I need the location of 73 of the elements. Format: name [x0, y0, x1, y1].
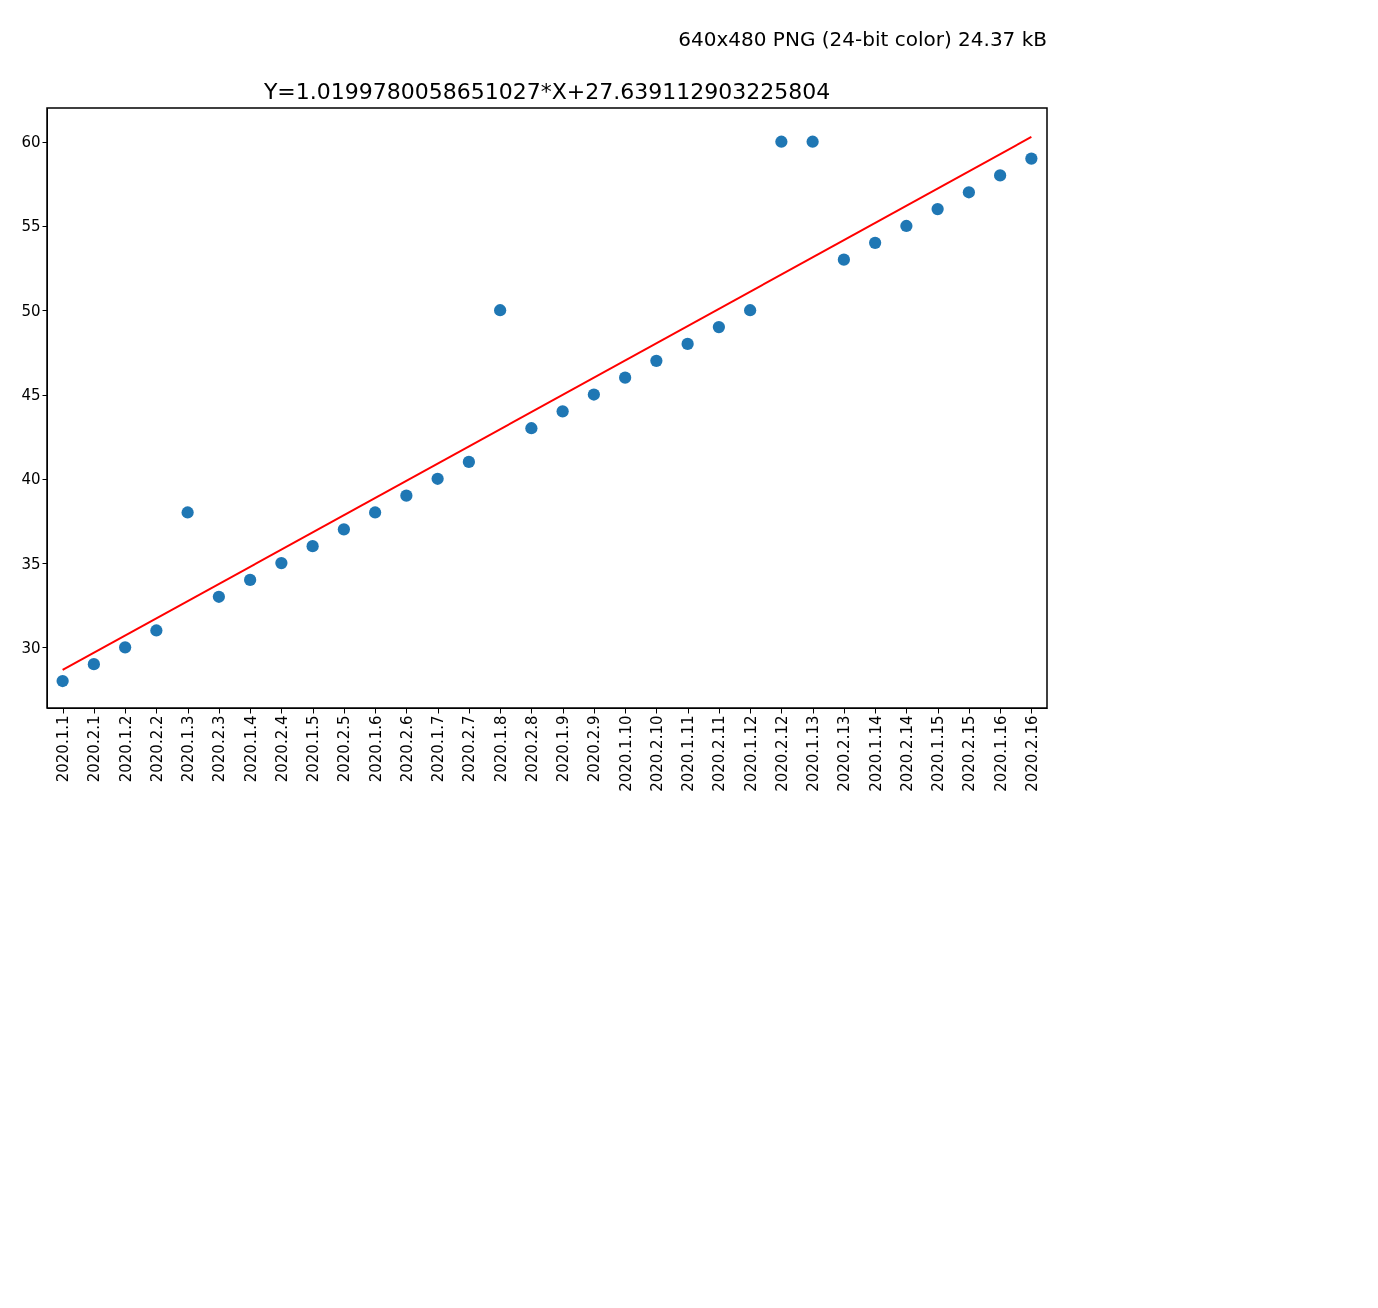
x-tick-label: 2020.2.3 [210, 715, 229, 783]
x-tick-label: 2020.1.7 [429, 715, 448, 783]
x-tick-label: 2020.2.4 [272, 715, 291, 783]
point [525, 422, 538, 435]
point [619, 371, 632, 384]
x-tick-label: 2020.2.9 [585, 715, 604, 783]
point [994, 169, 1007, 182]
point [244, 573, 257, 587]
point [87, 658, 100, 671]
x-tick-label: 2020.1.2 [116, 715, 135, 783]
point [431, 472, 444, 485]
y-tick-label: 45 [21, 386, 41, 405]
point [931, 203, 944, 216]
point [462, 455, 475, 469]
y-tick-label: 40 [21, 470, 41, 489]
point [56, 674, 69, 688]
point [775, 135, 788, 148]
point [587, 388, 600, 401]
x-tick-label: 2020.2.13 [835, 715, 854, 792]
x-tick-label: 2020.2.6 [397, 715, 416, 783]
x-tick-label: 2020.2.1 [85, 715, 104, 783]
point [119, 641, 132, 654]
point [337, 523, 350, 536]
x-tick-label: 2020.1.15 [929, 715, 948, 792]
x-tick-label: 2020.1.8 [491, 715, 510, 783]
x-tick-label: 2020.1.13 [804, 715, 823, 792]
point [681, 337, 694, 351]
text: 640x480 PNG (24-bit color) 24.37 kB [678, 27, 1047, 51]
x-tick-label: 2020.1.4 [241, 715, 260, 783]
x-tick-label: 2020.2.11 [710, 715, 729, 792]
x-tick-label: 2020.2.7 [460, 715, 479, 783]
x-tick-label: 2020.1.3 [179, 715, 198, 783]
point [212, 590, 225, 603]
point [712, 320, 725, 334]
y-tick-label: 30 [21, 638, 41, 657]
point [306, 540, 319, 553]
point [962, 186, 975, 199]
x-tick-label: 2020.2.8 [522, 715, 541, 783]
x-tick-label: 2020.2.2 [147, 715, 166, 783]
x-tick-label: 2020.2.12 [772, 715, 791, 792]
y-tick-label: 35 [21, 554, 41, 573]
point [837, 253, 850, 266]
x-tick-label: 2020.1.6 [366, 715, 385, 783]
x-tick-label: 2020.1.9 [554, 715, 573, 783]
point [181, 506, 194, 519]
point [369, 506, 382, 519]
x-tick-label: 2020.1.1 [54, 715, 73, 783]
point [744, 304, 757, 317]
x-tick-label: 2020.2.10 [647, 715, 666, 792]
point [400, 489, 413, 502]
point [900, 219, 913, 233]
x-tick-label: 2020.1.14 [866, 715, 885, 792]
x-tick-label: 2020.2.5 [335, 715, 354, 783]
y-tick-label: 60 [21, 133, 41, 152]
point [1025, 152, 1038, 165]
y-tick-label: 50 [21, 301, 41, 320]
x-tick-label: 2020.2.15 [960, 715, 979, 792]
x-tick-label: 2020.1.5 [304, 715, 323, 783]
point [650, 354, 663, 367]
x-tick-label: 2020.1.12 [741, 715, 760, 792]
point [806, 135, 819, 148]
point [869, 236, 882, 249]
point [556, 405, 569, 418]
point [494, 304, 507, 317]
x-tick-label: 2020.2.14 [897, 715, 916, 792]
x-tick-label: 2020.1.10 [616, 715, 635, 792]
point [150, 624, 163, 637]
x-tick-label: 2020.2.16 [1022, 715, 1041, 792]
x-tick-label: 2020.1.16 [991, 715, 1010, 792]
x-tick-label: 2020.1.11 [679, 715, 698, 792]
chart-title: Y=1.0199780058651027*X+27.639112903225804 [262, 79, 831, 104]
point [275, 556, 288, 570]
y-tick-label: 55 [21, 217, 41, 236]
